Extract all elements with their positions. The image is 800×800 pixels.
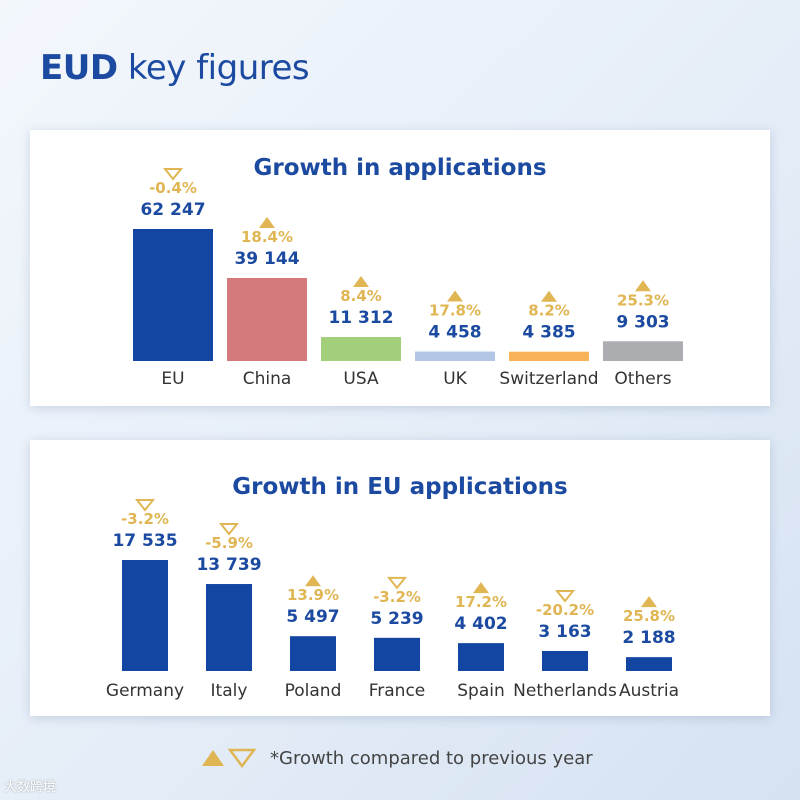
value-label: 39 144 xyxy=(234,249,299,269)
eu-applications-chart-panel: Growth in EU applications 17 535 -3.2% Germ… xyxy=(30,440,770,716)
value-label: 4 402 xyxy=(454,614,507,634)
triangle-down-icon xyxy=(227,748,257,769)
category-label: Germany xyxy=(106,681,184,701)
growth-label: 25.3% xyxy=(617,291,669,309)
watermark-text: 大数跨境 xyxy=(4,780,57,795)
growth-label: 17.2% xyxy=(455,593,507,611)
bar-eu xyxy=(133,229,213,361)
category-label: Others xyxy=(614,369,671,389)
bar-austria xyxy=(626,657,672,671)
bar-uk xyxy=(415,351,495,361)
triangle-down-icon xyxy=(218,523,240,536)
growth-label: 25.8% xyxy=(623,607,675,625)
growth-label: -5.9% xyxy=(205,534,253,552)
growth-label: 8.4% xyxy=(340,287,382,305)
value-label: 9 303 xyxy=(616,312,669,332)
bar-others xyxy=(603,341,683,361)
value-label: 13 739 xyxy=(196,555,261,575)
triangle-down-icon xyxy=(386,576,408,590)
triangle-up-icon xyxy=(635,280,651,292)
watermark: 大数跨境 xyxy=(4,776,56,795)
value-label: 62 247 xyxy=(140,200,205,220)
footer-note-text: *Growth compared to previous year xyxy=(270,747,593,769)
bar-switzerland xyxy=(509,351,589,361)
triangle-up-icon xyxy=(202,750,224,766)
applications-chart-panel: Growth in applications 62 247 -0.4% EU 39 14… xyxy=(30,130,770,406)
growth-label: 8.2% xyxy=(528,302,570,320)
bar-france xyxy=(374,637,420,671)
bar-germany xyxy=(122,560,168,671)
growth-label: -3.2% xyxy=(121,510,169,528)
triangle-up-icon xyxy=(641,596,657,608)
category-label: UK xyxy=(443,369,467,389)
bar-china xyxy=(227,277,307,361)
triangle-down-icon xyxy=(554,589,576,603)
category-label: Poland xyxy=(285,681,342,701)
triangle-up-icon xyxy=(447,290,463,302)
value-label: 3 163 xyxy=(538,622,591,642)
category-label: Italy xyxy=(211,681,248,701)
page-title-bold: EUD xyxy=(40,48,118,88)
page-title: EUD key figures xyxy=(40,48,310,88)
growth-label: 13.9% xyxy=(287,586,339,604)
value-label: 2 188 xyxy=(622,628,675,648)
category-label: Switzerland xyxy=(499,369,598,389)
value-label: 17 535 xyxy=(112,531,177,551)
triangle-up-icon xyxy=(305,575,321,587)
growth-label: 17.8% xyxy=(429,302,481,320)
category-label: Netherlands xyxy=(513,681,617,701)
category-label: Austria xyxy=(619,681,679,701)
chart-title: Growth in applications xyxy=(253,155,546,181)
growth-label: -20.2% xyxy=(536,601,594,619)
category-label: Spain xyxy=(457,681,505,701)
applications-chart: Growth in applications 62 247 -0.4% EU 39 14… xyxy=(133,155,683,389)
bar-italy xyxy=(206,584,252,671)
growth-label: 18.4% xyxy=(241,228,293,246)
page-title-rest: key figures xyxy=(117,48,310,88)
chart-title: Growth in EU applications xyxy=(232,474,567,500)
eu-applications-chart: Growth in EU applications 17 535 -3.2% Germ… xyxy=(106,474,679,701)
bar-spain xyxy=(458,643,504,671)
category-label: USA xyxy=(343,369,379,389)
triangle-up-icon xyxy=(259,216,275,228)
triangle-up-icon xyxy=(473,582,489,594)
bar-poland xyxy=(290,636,336,671)
growth-label: -0.4% xyxy=(149,179,197,197)
value-label: 5 239 xyxy=(370,609,423,629)
value-label: 4 385 xyxy=(522,323,575,343)
category-label: EU xyxy=(161,369,184,389)
value-label: 11 312 xyxy=(328,308,393,328)
category-label: China xyxy=(243,369,292,389)
triangle-up-icon xyxy=(353,276,369,288)
bar-usa xyxy=(321,337,401,361)
growth-legend-icon xyxy=(202,748,257,769)
footer-note: *Growth compared to previous year xyxy=(200,746,593,770)
growth-label: -3.2% xyxy=(373,588,421,606)
value-label: 5 497 xyxy=(286,607,339,627)
category-label: France xyxy=(369,681,426,701)
value-label: 4 458 xyxy=(428,323,481,343)
triangle-down-icon xyxy=(134,499,156,512)
bar-netherlands xyxy=(542,650,588,671)
triangle-down-icon xyxy=(162,168,184,181)
triangle-up-icon xyxy=(541,290,557,302)
